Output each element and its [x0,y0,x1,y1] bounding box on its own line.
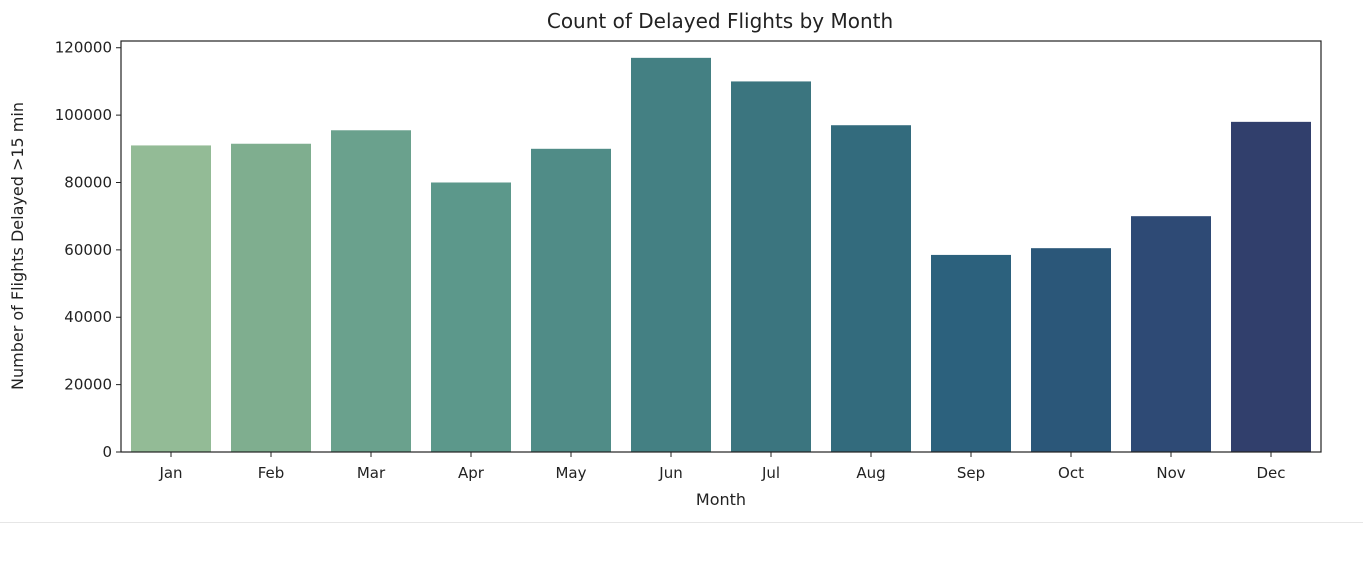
bar-mar [331,130,411,452]
x-tick-label: Feb [258,464,285,482]
x-tick-label: Mar [357,464,386,482]
x-axis: Jan Feb Mar Apr May Jun Jul Aug Sep Oct Nov Dec [158,452,1286,482]
y-tick-label: 100000 [55,106,112,124]
x-tick-label: Jan [158,464,182,482]
bar-chart: Count of Delayed Flights by Month 0 20000… [8,9,1322,509]
divider [0,522,1363,523]
bar-sep [931,254,1011,452]
y-axis-label: Number of Flights Delayed >15 min [8,102,27,390]
x-tick-label: Apr [458,464,485,482]
bar-may [531,148,611,453]
y-tick-label: 20000 [64,376,112,394]
bar-oct [1031,248,1111,452]
x-tick-label: Nov [1156,464,1185,482]
x-tick-label: Dec [1256,464,1285,482]
bar-jan [131,145,211,452]
x-tick-label: Jul [761,464,780,482]
x-tick-label: Sep [957,464,985,482]
bar-feb [231,143,311,452]
bar-aug [831,125,911,452]
y-tick-label: 80000 [64,173,112,191]
y-tick-label: 60000 [64,241,112,259]
x-tick-label: Oct [1058,464,1084,482]
bar-apr [431,182,511,453]
y-axis: 0 20000 40000 60000 80000 100000 120000 [55,39,121,461]
y-tick-label: 0 [102,443,112,461]
x-tick-label: May [555,464,586,482]
x-tick-label: Jun [658,464,682,482]
x-tick-label: Aug [856,464,885,482]
bar-jun [631,57,711,453]
y-tick-label: 120000 [55,39,112,57]
y-tick-label: 40000 [64,308,112,326]
bar-jul [731,81,811,453]
bars-layer [131,57,1311,453]
plot-frame [120,40,1322,453]
x-axis-label: Month [696,490,746,509]
chart-title: Count of Delayed Flights by Month [547,9,893,33]
bar-nov [1131,216,1211,452]
bar-dec [1231,121,1311,452]
